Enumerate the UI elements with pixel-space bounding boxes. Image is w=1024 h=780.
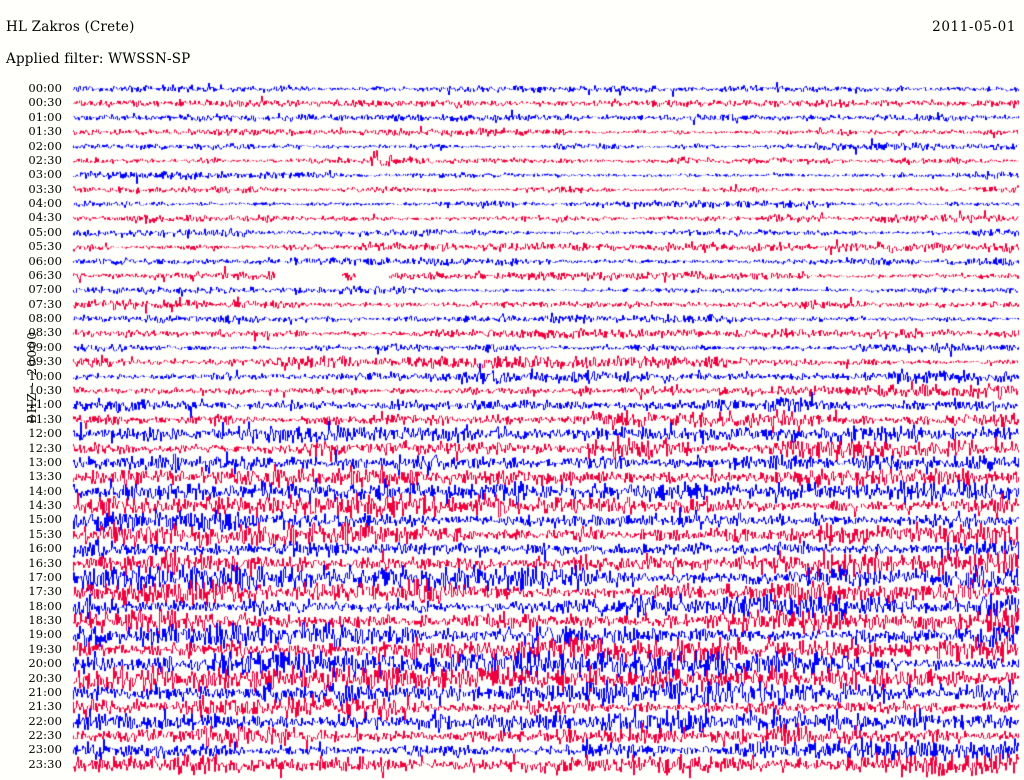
record-date: 2011-05-01 <box>932 19 1016 35</box>
station-title: HL Zakros (Crete) <box>6 19 135 35</box>
helicorder-plot: 00:0000:3001:0001:3002:0002:3003:0003:30… <box>0 78 1024 780</box>
seismic-trace-canvas <box>0 78 1024 780</box>
applied-filter-label: Applied filter: WWSSN-SP <box>6 51 191 67</box>
